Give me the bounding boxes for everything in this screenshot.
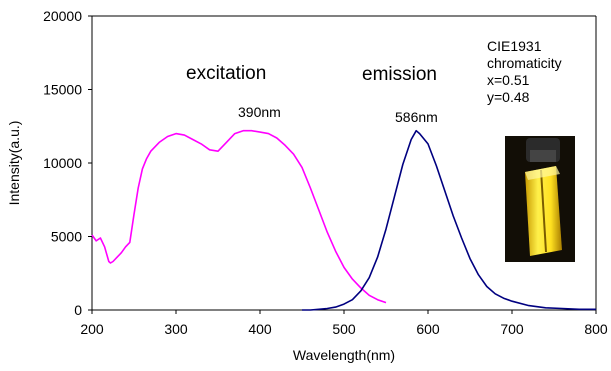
- x-tick-label: 200: [80, 321, 104, 337]
- excitation-peak-label: 390nm: [238, 104, 281, 120]
- y-tick-label: 15000: [43, 82, 82, 98]
- x-tick-label: 500: [332, 321, 356, 337]
- x-axis-title: Wavelength(nm): [293, 347, 395, 363]
- excitation-line: [91, 129, 387, 304]
- series-layer: [91, 129, 596, 311]
- emission-line: [302, 129, 596, 311]
- cie-x-value: x=0.51: [487, 72, 530, 88]
- emission-peak-label: 586nm: [395, 109, 438, 125]
- x-tick-label: 700: [500, 321, 524, 337]
- y-tick-label: 10000: [43, 155, 82, 171]
- y-tick-label: 0: [74, 302, 82, 318]
- excitation-label: excitation: [186, 63, 266, 84]
- sample-photo: [505, 136, 575, 262]
- y-tick-label: 5000: [51, 229, 82, 245]
- axis-ticks: 200 300 400 500 600 700 800 0 5000 10000 15000 2000…: [43, 8, 608, 337]
- y-axis-title: Intensity(a.u.): [6, 121, 22, 206]
- x-tick-label: 600: [416, 321, 440, 337]
- y-tick-label: 20000: [43, 8, 82, 24]
- emission-label: emission: [362, 64, 437, 85]
- x-tick-label: 400: [248, 321, 272, 337]
- x-tick-label: 300: [164, 321, 188, 337]
- x-tick-label: 800: [584, 321, 608, 337]
- cie-subtitle: chromaticity: [487, 55, 562, 71]
- cie-title: CIE1931: [487, 38, 542, 54]
- cie-y-value: y=0.48: [487, 89, 530, 105]
